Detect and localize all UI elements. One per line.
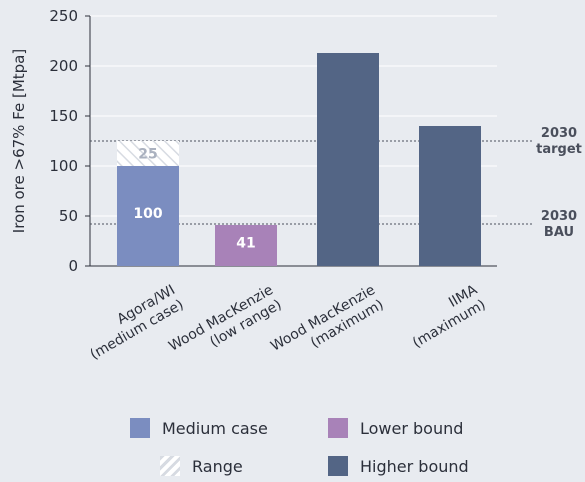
y-tick-label: 200 bbox=[49, 57, 78, 75]
legend-item: Lower bound bbox=[328, 418, 463, 438]
category-label: Agora/WI(medium case) bbox=[87, 282, 186, 363]
legend-swatch bbox=[328, 456, 348, 476]
data-label: 100 bbox=[133, 206, 162, 222]
legend-item: Higher bound bbox=[328, 456, 469, 476]
category-label: Wood MacKenzie(low range) bbox=[166, 282, 284, 355]
data-label: 41 bbox=[236, 236, 255, 252]
y-axis-label: Iron ore >67% Fe [Mtpa] bbox=[10, 49, 28, 233]
y-tick-label: 250 bbox=[49, 7, 78, 25]
bar bbox=[215, 225, 277, 266]
legend-swatch bbox=[160, 456, 180, 476]
reference-line-label: target bbox=[536, 142, 582, 157]
legend-label: Higher bound bbox=[360, 456, 469, 476]
y-tick-label: 100 bbox=[49, 157, 78, 175]
category-label-line: (maximum) bbox=[410, 297, 489, 352]
legend-swatch bbox=[130, 418, 150, 438]
y-tick-label: 0 bbox=[68, 257, 78, 275]
bar bbox=[419, 126, 481, 266]
legend-label: Lower bound bbox=[360, 418, 464, 438]
bar bbox=[317, 53, 379, 266]
legend-swatch bbox=[328, 418, 348, 438]
reference-line-label: 2030 bbox=[541, 126, 577, 141]
legend-label: Range bbox=[192, 456, 243, 476]
legend-item: Medium case bbox=[130, 418, 268, 438]
category-label: Wood MacKenzie(maximum) bbox=[268, 282, 386, 355]
reference-line-label: 2030 bbox=[541, 209, 577, 224]
range-data-label: 25 bbox=[138, 147, 157, 163]
range-bar bbox=[117, 141, 179, 166]
y-tick-label: 150 bbox=[49, 107, 78, 125]
bar bbox=[117, 166, 179, 266]
reference-line-label: BAU bbox=[544, 225, 574, 240]
legend-item: Range bbox=[160, 456, 243, 476]
category-label: IIMA(maximum) bbox=[410, 282, 489, 352]
legend-label: Medium case bbox=[162, 418, 268, 438]
y-tick-label: 50 bbox=[59, 207, 78, 225]
